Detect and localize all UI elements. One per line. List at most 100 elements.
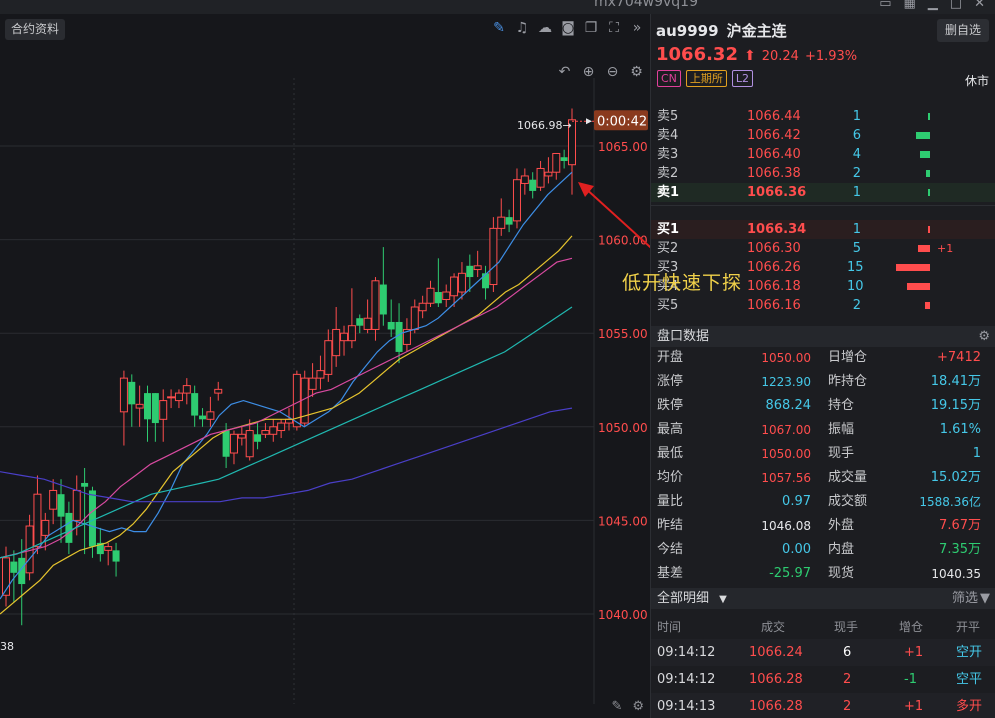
settings-icon[interactable]: ⚙ <box>630 64 643 80</box>
low-price-label: 38 <box>0 640 14 653</box>
candle-body <box>324 340 333 375</box>
copy-window-icon[interactable]: ▭ <box>879 0 892 11</box>
chevron-down-icon[interactable]: ▼ <box>719 594 727 605</box>
candlestick-chart[interactable]: 1065.00 1060.00 1055.00 1050.00 1045.00 1040.… <box>0 14 650 718</box>
candle-body <box>466 265 474 278</box>
stat-label: 量比 <box>657 494 684 509</box>
stat-label: 跌停 <box>657 398 684 413</box>
chart-bottom-controls: ✎ ⚙ <box>611 699 644 714</box>
candle-body <box>332 328 341 357</box>
ma-line-ma20 <box>0 257 573 559</box>
level-qty: 15 <box>847 260 864 275</box>
trades-title[interactable]: 全部明细 <box>657 591 710 606</box>
trade-type: 空平 <box>956 672 983 687</box>
candle-body <box>159 400 168 420</box>
trade-row[interactable]: 09:14:12 1066.24 6 +1 空开 <box>651 639 995 666</box>
trade-row[interactable]: 09:14:12 1066.28 2 -1 空平 <box>651 666 995 693</box>
bid-row[interactable]: 买4 1066.18 10 <box>651 277 995 296</box>
volume-bar <box>925 170 930 177</box>
remove-watchlist-button[interactable]: 删自选 <box>936 19 989 42</box>
candle-body <box>529 179 537 191</box>
candle-body <box>512 179 521 222</box>
trade-time: 09:14:12 <box>657 672 716 687</box>
bid-row[interactable]: 买5 1066.16 2 <box>651 296 995 315</box>
candle-body <box>457 272 466 293</box>
stat-label: 昨持仓 <box>828 374 868 389</box>
contract-info-button[interactable]: 合约资料 <box>5 19 66 40</box>
filter-button[interactable]: 筛选 ▼ <box>952 588 990 609</box>
chart-zoom-controls: ↶ ⊕ ⊖ ⚙ <box>557 64 644 80</box>
bell-icon[interactable]: ♫ <box>515 20 529 36</box>
trade-oi-change: +1 <box>904 645 924 660</box>
price-change-pct: +1.93% <box>804 49 858 64</box>
stat-value: 1050.00 <box>761 351 811 365</box>
maximize-window-icon[interactable]: □ <box>949 0 963 11</box>
candle-body <box>340 332 349 342</box>
candle-body <box>135 403 144 409</box>
last-price-tag-bg <box>594 110 648 131</box>
trade-qty: 2 <box>843 672 852 687</box>
close-window-icon[interactable]: ✕ <box>974 0 985 11</box>
trades-column-header: 时间 <box>657 620 682 634</box>
symbol-name: 沪金主连 <box>726 22 787 40</box>
level-qty: 4 <box>852 147 861 162</box>
ask-row[interactable]: 卖3 1066.40 4 <box>651 145 995 164</box>
ask-row[interactable]: 卖4 1066.42 6 <box>651 126 995 145</box>
ask-row[interactable]: 卖1 1066.36 1 <box>651 183 995 202</box>
stat-label: 最高 <box>657 422 684 437</box>
volume-bar <box>917 245 930 252</box>
zoom-in-icon[interactable]: ⊕ <box>582 64 595 80</box>
candle-body <box>402 328 411 345</box>
candle-body <box>57 494 65 517</box>
trade-row[interactable]: 09:14:13 1066.28 2 +1 多开 <box>651 693 995 718</box>
level-qty: 5 <box>852 241 861 256</box>
volume-bar <box>896 264 930 271</box>
bid-row[interactable]: 买1 1066.34 1 <box>651 220 995 239</box>
grid-window-icon[interactable]: ▦ <box>903 0 916 11</box>
camera-icon[interactable]: ◙ <box>561 20 575 36</box>
copy-icon[interactable]: ❐ <box>584 20 598 36</box>
market-status: 休市 <box>964 74 989 88</box>
stat-label: 持仓 <box>828 398 855 413</box>
ask-row[interactable]: 卖5 1066.44 1 <box>651 107 995 126</box>
window-controls: ▭ ▦ ▁ □ ✕ <box>879 0 985 11</box>
pencil-icon[interactable]: ✎ <box>493 20 505 36</box>
pen-tool-icon[interactable]: ✎ <box>611 699 623 714</box>
last-price-pointer <box>586 118 592 125</box>
level-label: 买4 <box>657 279 679 294</box>
level-price: 1066.40 <box>747 147 801 162</box>
candle-body <box>308 377 317 390</box>
cloud-icon[interactable]: ☁ <box>538 20 552 36</box>
volume-bar <box>927 189 930 196</box>
account-id-text: mx704w9vq19 <box>594 0 698 10</box>
trade-price: 1066.24 <box>749 645 803 660</box>
level-price: 1066.16 <box>747 298 801 313</box>
candle-body <box>356 318 364 326</box>
badge-cn: CN <box>657 70 681 87</box>
gear-icon[interactable]: ⚙ <box>632 699 644 714</box>
undo-icon[interactable]: ↶ <box>558 64 571 80</box>
level-price: 1066.44 <box>747 109 801 124</box>
zoom-out-icon[interactable]: ⊖ <box>606 64 619 80</box>
last-price: 1066.32 <box>656 44 738 65</box>
candle-body <box>363 317 372 330</box>
settings-icon[interactable]: ⚙ <box>978 329 990 344</box>
expand-icon[interactable]: ⛶ <box>609 20 619 36</box>
candle-body <box>144 393 151 420</box>
candle-body <box>418 302 427 312</box>
bid-row[interactable]: 买3 1066.26 15 <box>651 258 995 277</box>
candle-body <box>41 519 50 536</box>
level-label: 卖2 <box>657 166 679 181</box>
bid-row[interactable]: 买2 1066.30 5 +1 <box>651 239 995 258</box>
level-label: 买2 <box>657 241 679 256</box>
candle-body <box>72 489 81 521</box>
up-arrow-icon: ⬆ <box>743 48 756 64</box>
candle-body <box>544 171 553 177</box>
stat-value: 15.02万 <box>930 470 981 485</box>
ma-line-ma10 <box>0 235 573 615</box>
candle-body <box>199 415 207 420</box>
minimize-window-icon[interactable]: ▁ <box>927 0 938 11</box>
candle-body <box>174 392 183 402</box>
collapse-icon[interactable]: » <box>632 20 642 36</box>
ask-row[interactable]: 卖2 1066.38 2 <box>651 164 995 183</box>
